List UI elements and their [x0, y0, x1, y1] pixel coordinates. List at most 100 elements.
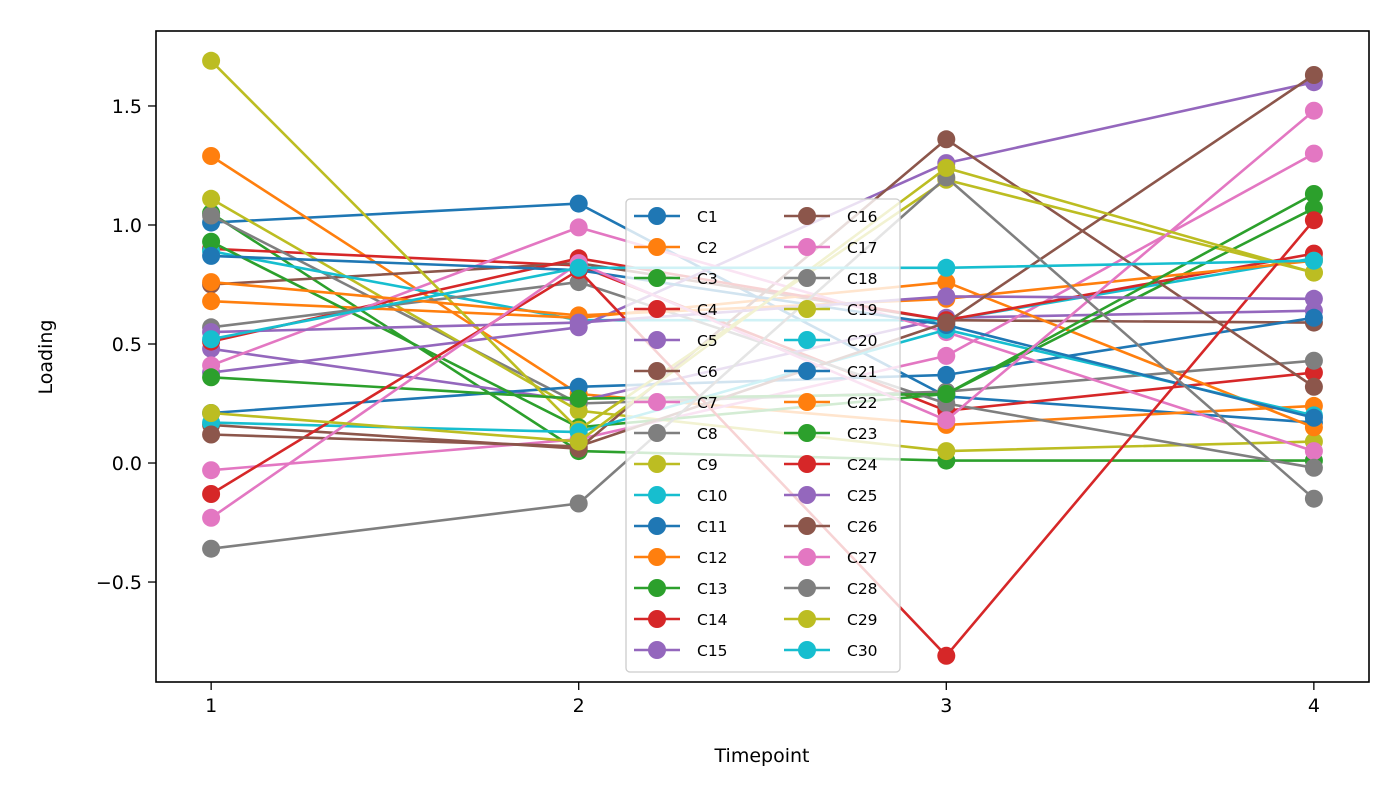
- legend-marker: [798, 641, 816, 659]
- legend-item-c30: C30: [784, 641, 878, 660]
- data-point: [202, 292, 221, 311]
- legend-marker: [648, 362, 666, 380]
- legend-marker: [798, 331, 816, 349]
- legend-label: C8: [697, 425, 718, 443]
- data-point: [937, 442, 956, 461]
- legend-label: C7: [697, 394, 718, 412]
- data-point: [569, 313, 588, 332]
- data-point: [202, 51, 221, 70]
- data-point: [569, 432, 588, 451]
- x-axis: 1 2 3 4: [205, 682, 1320, 717]
- data-point: [937, 158, 956, 177]
- data-point: [937, 258, 956, 277]
- legend-label: C22: [847, 394, 878, 412]
- data-point: [937, 130, 956, 149]
- legend-item-c24: C24: [784, 455, 878, 474]
- data-point: [937, 646, 956, 665]
- legend-item-c18: C18: [784, 269, 878, 288]
- y-tick-label: 0.5: [112, 334, 142, 356]
- legend-label: C27: [847, 549, 878, 567]
- legend-marker: [648, 486, 666, 504]
- data-point: [1304, 185, 1323, 203]
- legend-label: C3: [697, 270, 718, 288]
- legend-item-c23: C23: [784, 424, 878, 443]
- legend-label: C6: [697, 363, 718, 381]
- legend-marker: [648, 300, 666, 318]
- legend-item-c13: C13: [634, 579, 728, 598]
- data-point: [202, 368, 221, 387]
- x-tick-label: 2: [573, 695, 585, 717]
- legend-marker: [798, 269, 816, 287]
- legend-marker: [648, 331, 666, 349]
- legend-label: C23: [847, 425, 878, 443]
- legend-item-c5: C5: [634, 331, 718, 350]
- data-point: [569, 258, 588, 277]
- legend-item-c3: C3: [634, 269, 718, 288]
- legend-marker: [798, 424, 816, 442]
- data-point: [937, 346, 956, 365]
- legend-frame: [625, 198, 901, 673]
- legend-label: C15: [697, 642, 728, 660]
- legend-item-c2: C2: [634, 238, 718, 257]
- legend-label: C2: [697, 239, 718, 257]
- legend-item-c27: C27: [784, 548, 878, 567]
- data-point: [1304, 458, 1323, 477]
- legend-label: C19: [847, 301, 878, 319]
- legend-label: C1: [697, 208, 718, 226]
- legend-marker: [648, 393, 666, 411]
- legend-item-c26: C26: [784, 517, 878, 536]
- legend-item-c25: C25: [784, 486, 878, 505]
- legend-label: C29: [847, 611, 878, 629]
- legend-marker: [798, 517, 816, 535]
- legend-marker: [798, 238, 816, 256]
- legend-item-c8: C8: [634, 424, 718, 443]
- legend-item-c22: C22: [784, 393, 878, 412]
- data-point: [937, 411, 956, 430]
- data-point: [1304, 351, 1323, 370]
- y-axis: −0.5 0.0 0.5 1.0 1.5: [96, 96, 156, 594]
- data-point: [202, 425, 221, 444]
- legend-item-c10: C10: [634, 486, 728, 505]
- legend-label: C26: [847, 518, 878, 536]
- data-point: [569, 194, 588, 213]
- legend-item-c14: C14: [634, 610, 728, 629]
- legend-label: C16: [847, 208, 878, 226]
- legend-item-c6: C6: [634, 362, 718, 381]
- legend-label: C20: [847, 332, 878, 350]
- data-point: [1304, 308, 1323, 327]
- data-point: [1304, 101, 1323, 120]
- legend-marker: [648, 579, 666, 597]
- legend-marker: [798, 610, 816, 628]
- data-point: [1304, 408, 1323, 427]
- data-point: [202, 508, 221, 527]
- legend-label: C12: [697, 549, 728, 567]
- axes-frame: [155, 30, 1370, 683]
- legend-item-c21: C21: [784, 362, 878, 381]
- data-point: [937, 385, 956, 403]
- legend-marker: [648, 238, 666, 256]
- legend-label: C17: [847, 239, 878, 257]
- data-point: [202, 232, 221, 251]
- data-point: [569, 494, 588, 513]
- data-point: [1304, 489, 1323, 508]
- y-axis-label: Loading: [35, 320, 57, 395]
- legend-marker: [648, 610, 666, 628]
- data-point: [937, 313, 956, 332]
- legend-label: C4: [697, 301, 718, 319]
- legend-marker: [798, 393, 816, 411]
- y-tick-label: 1.5: [112, 96, 142, 118]
- data-point: [1304, 251, 1323, 270]
- x-axis-label: Timepoint: [714, 745, 810, 767]
- legend-marker: [648, 207, 666, 225]
- legend-item-c20: C20: [784, 331, 878, 350]
- legend-marker: [648, 517, 666, 535]
- legend-marker: [798, 455, 816, 473]
- legend-item-c12: C12: [634, 548, 728, 567]
- legend-item-c1: C1: [634, 207, 718, 226]
- legend-item-c19: C19: [784, 300, 878, 319]
- legend-marker: [798, 548, 816, 566]
- legend-item-c17: C17: [784, 238, 878, 257]
- legend-label: C13: [697, 580, 728, 598]
- data-point: [202, 461, 221, 480]
